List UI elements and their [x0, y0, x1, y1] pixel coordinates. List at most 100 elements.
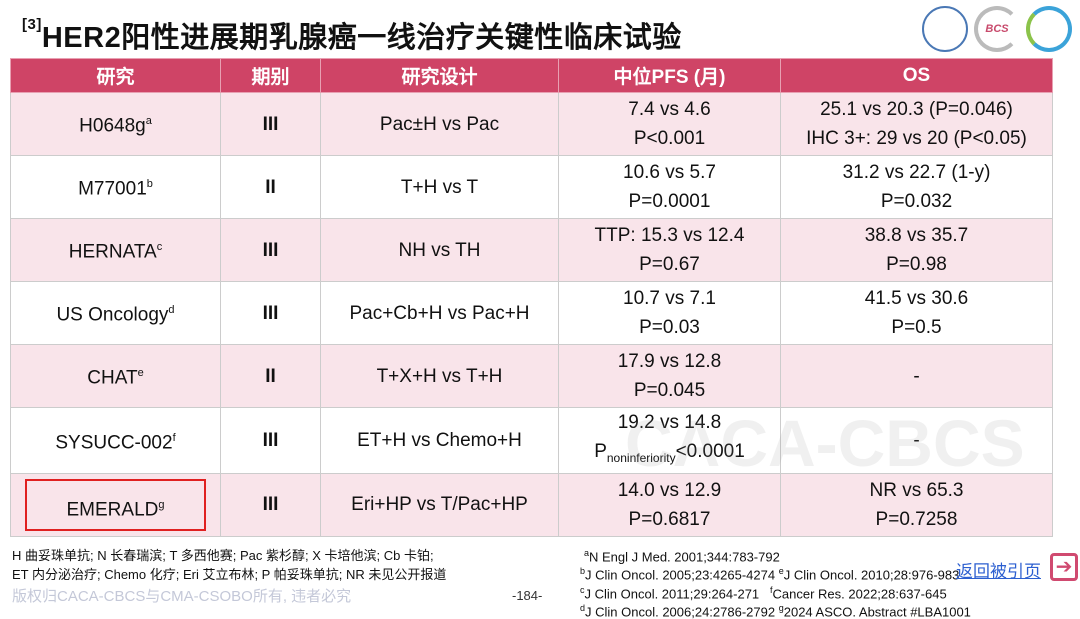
- study-name: HERNATA: [68, 241, 157, 263]
- os-value: 38.8 vs 35.7: [864, 225, 969, 246]
- page-number: -184-: [512, 588, 543, 603]
- study-ref: d: [168, 304, 175, 317]
- pfs-p-value: P=0.045: [633, 380, 706, 401]
- cell-study: SYSUCC-002f: [10, 407, 221, 474]
- cell-os: NR vs 65.3 P=0.7258: [780, 472, 1053, 537]
- header-os: OS: [780, 58, 1053, 93]
- cell-study: H0648ga: [10, 92, 221, 156]
- header-phase: 期别: [220, 58, 321, 93]
- cell-study: US Oncologyd: [10, 281, 221, 345]
- pfs-value: 14.0 vs 12.9: [617, 479, 722, 501]
- cell-pfs: 19.2 vs 14.8 Pnoninferiority<0.0001: [558, 407, 781, 474]
- study-name: M77001: [78, 178, 147, 200]
- cell-os: 25.1 vs 20.3 (P=0.046) IHC 3+: 29 vs 20 (…: [780, 92, 1053, 156]
- pfs-p: P: [594, 441, 607, 462]
- header-study: 研究: [10, 58, 221, 93]
- cell-phase: III: [220, 281, 321, 345]
- cell-pfs: 14.0 vs 12.9 P=0.6817: [558, 472, 781, 537]
- cell-os: 41.5 vs 30.6 P=0.5: [780, 281, 1053, 345]
- cell-pfs: 17.9 vs 12.8 P=0.045: [558, 344, 781, 408]
- cell-design: ET+H vs Chemo+H: [320, 407, 559, 474]
- cell-design: T+X+H vs T+H: [320, 344, 559, 408]
- cell-study: M77001b: [10, 155, 221, 219]
- cell-phase: III: [220, 92, 321, 156]
- pfs-value: 19.2 vs 14.8: [617, 412, 722, 433]
- cell-design: Pac±H vs Pac: [320, 92, 559, 156]
- copyright: 版权归CACA-CBCS与CMA-CSOBO所有, 违者必究: [12, 588, 352, 605]
- title-ref: [3]: [22, 16, 42, 33]
- os-p-value: P=0.98: [886, 254, 947, 275]
- os-value: -: [913, 365, 920, 387]
- table-row: HERNATAc III NH vs TH TTP: 15.3 vs 12.4 P…: [10, 218, 1053, 282]
- table-row: CHATe II T+X+H vs T+H 17.9 vs 12.8 P=0.04…: [10, 344, 1053, 408]
- study-ref: e: [137, 367, 144, 380]
- pfs-value: 17.9 vs 12.8: [617, 351, 722, 372]
- os-value: 31.2 vs 22.7 (1-y): [842, 162, 991, 183]
- arrow-right-icon[interactable]: ➔: [1050, 553, 1078, 581]
- trials-table: 研究 期别 研究设计 中位PFS (月) OS H0648ga III Pac±…: [10, 58, 1053, 537]
- phase: II: [265, 176, 276, 198]
- cell-os: 38.8 vs 35.7 P=0.98: [780, 218, 1053, 282]
- back-link[interactable]: 返回被引页: [956, 562, 1041, 581]
- reference: Cancer Res. 2022;28:637-645: [772, 585, 947, 601]
- cell-phase: II: [220, 344, 321, 408]
- reference: J Clin Oncol. 2011;29:264-271: [584, 585, 760, 601]
- study-name: US Oncology: [56, 304, 169, 326]
- study-ref: g: [158, 498, 165, 511]
- abbr-line-1: H 曲妥珠单抗; N 长春瑞滨; T 多西他赛; Pac 紫杉醇; X 卡培他滨…: [12, 548, 434, 563]
- pfs-value: 10.7 vs 7.1: [623, 288, 716, 309]
- cell-design: Pac+Cb+H vs Pac+H: [320, 281, 559, 345]
- phase: II: [265, 365, 276, 387]
- reference: J Clin Oncol. 2010;28:976-983: [783, 567, 960, 583]
- cell-phase: III: [220, 407, 321, 474]
- header-design: 研究设计: [320, 58, 559, 93]
- study-name: EMERALD: [66, 499, 159, 521]
- pfs-p-value: P=0.6817: [628, 508, 711, 530]
- cell-study: CHATe: [10, 344, 221, 408]
- cell-pfs: 10.7 vs 7.1 P=0.03: [558, 281, 781, 345]
- study-name: H0648g: [79, 115, 146, 137]
- ref-mark: b: [580, 566, 586, 577]
- cell-pfs: 10.6 vs 5.7 P=0.0001: [558, 155, 781, 219]
- abbreviations: H 曲妥珠单抗; N 长春瑞滨; T 多西他赛; Pac 紫杉醇; X 卡培他滨…: [12, 546, 446, 584]
- cell-study: HERNATAc: [10, 218, 221, 282]
- pfs-p-value: <0.0001: [675, 441, 745, 462]
- study-ref: a: [145, 115, 152, 128]
- cell-phase: II: [220, 155, 321, 219]
- table-row: EMERALDg III Eri+HP vs T/Pac+HP 14.0 vs …: [10, 472, 1053, 537]
- os-p-value: P=0.032: [880, 191, 953, 212]
- table-row: SYSUCC-002f III ET+H vs Chemo+H 19.2 vs …: [10, 407, 1053, 474]
- pfs-p-value: P=0.0001: [628, 191, 711, 212]
- phase: III: [262, 302, 279, 324]
- association-logo: [922, 6, 968, 52]
- study-ref: b: [146, 178, 153, 191]
- os-value: -: [913, 429, 920, 451]
- os-value: 41.5 vs 30.6: [864, 288, 969, 309]
- page-title: [3]HER2阳性进展期乳腺癌一线治疗关键性临床试验: [22, 14, 682, 56]
- references: aN Engl J Med. 2001;344:783-792 bJ Clin …: [560, 546, 971, 619]
- cell-phase: III: [220, 472, 321, 537]
- ref-mark: c: [580, 584, 585, 595]
- study-name: CHAT: [87, 367, 138, 389]
- phase: III: [262, 429, 279, 451]
- logos: BCS: [922, 6, 1072, 52]
- abbr-line-2: ET 内分泌治疗; Chemo 化疗; Eri 艾立布林; P 帕妥珠单抗; N…: [12, 567, 447, 582]
- os-value: NR vs 65.3: [869, 479, 964, 501]
- phase: III: [262, 494, 279, 516]
- os-p-value: IHC 3+: 29 vs 20 (P<0.05): [806, 128, 1027, 149]
- phase: III: [262, 239, 279, 261]
- cell-phase: III: [220, 218, 321, 282]
- pfs-value: 10.6 vs 5.7: [623, 162, 716, 183]
- cell-design: T+H vs T: [320, 155, 559, 219]
- study-ref: f: [172, 431, 176, 444]
- pfs-p-sub: noninferiority: [606, 450, 676, 465]
- os-value: 25.1 vs 20.3 (P=0.046): [820, 99, 1013, 120]
- bcs-logo: BCS: [974, 6, 1020, 52]
- table-row: M77001b II T+H vs T 10.6 vs 5.7 P=0.0001 …: [10, 155, 1053, 219]
- os-p-value: P=0.7258: [875, 508, 958, 530]
- cell-design: NH vs TH: [320, 218, 559, 282]
- reference: N Engl J Med. 2001;344:783-792: [589, 549, 780, 565]
- study-ref: c: [156, 241, 163, 254]
- pfs-value: TTP: 15.3 vs 12.4: [594, 225, 745, 246]
- ref-mark: e: [778, 566, 784, 577]
